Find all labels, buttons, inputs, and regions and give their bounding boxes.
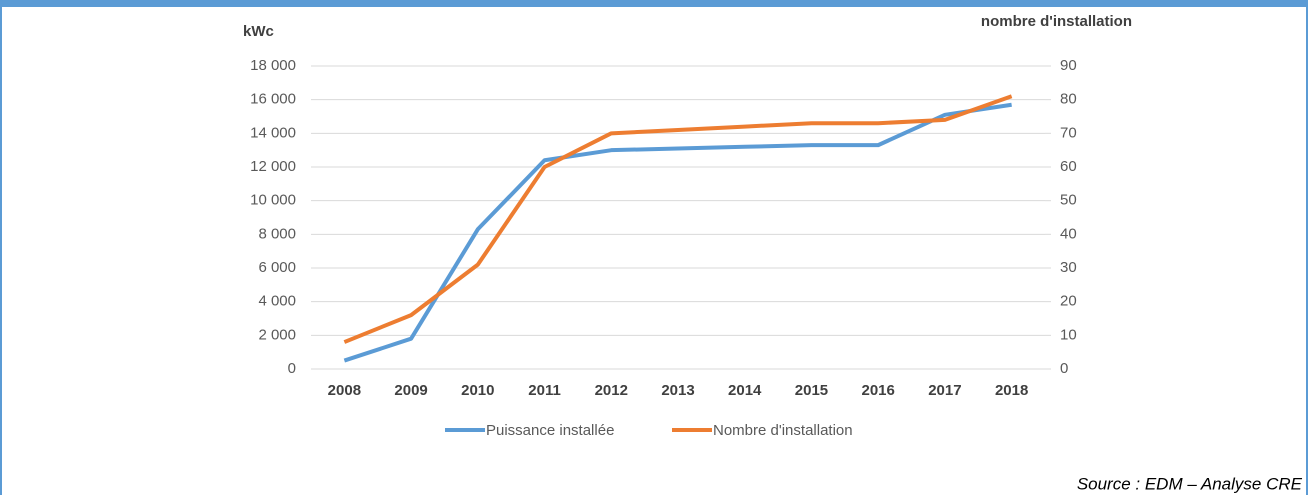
y-tick-label: 12 000 xyxy=(250,158,296,175)
x-tick-label: 2014 xyxy=(728,382,762,399)
y2-tick-label: 40 xyxy=(1060,225,1077,242)
x-tick-label: 2016 xyxy=(861,382,894,399)
x-tick-label: 2012 xyxy=(595,382,628,399)
y2-tick-label: 30 xyxy=(1060,259,1077,276)
x-tick-label: 2015 xyxy=(795,382,828,399)
x-tick-label: 2013 xyxy=(661,382,694,399)
legend-label: Nombre d'installation xyxy=(713,422,853,439)
x-tick-label: 2018 xyxy=(995,382,1028,399)
y-tick-label: 2 000 xyxy=(258,326,296,343)
y2-tick-label: 60 xyxy=(1060,158,1077,175)
x-tick-label: 2008 xyxy=(328,382,361,399)
y2-tick-label: 10 xyxy=(1060,326,1077,343)
source: Source : EDM – Analyse CRE xyxy=(1077,474,1303,493)
y-tick-label: 14 000 xyxy=(250,124,296,141)
y2-tick-label: 20 xyxy=(1060,293,1077,310)
y2-axis-title: nombre d'installation xyxy=(981,13,1132,30)
x-tick-label: 2017 xyxy=(928,382,961,399)
y2-tick-label: 0 xyxy=(1060,360,1068,377)
y-tick-label: 0 xyxy=(288,360,296,377)
series-line xyxy=(343,102,1012,363)
y-tick-label: 4 000 xyxy=(258,293,296,310)
header-bar xyxy=(0,0,1308,7)
y-axis-title: kWc xyxy=(243,23,274,40)
y-tick-label: 6 000 xyxy=(258,259,296,276)
y2-tick-label: 70 xyxy=(1060,124,1077,141)
series-line xyxy=(343,94,1013,344)
y2-tick-label: 90 xyxy=(1060,57,1077,74)
x-tick-label: 2011 xyxy=(528,382,561,399)
y2-tick-label: 80 xyxy=(1060,91,1077,108)
y-tick-label: 18 000 xyxy=(250,57,296,74)
y-tick-label: 16 000 xyxy=(250,91,296,108)
y-tick-label: 8 000 xyxy=(258,225,296,242)
y2-tick-label: 50 xyxy=(1060,192,1077,209)
legend-label: Puissance installée xyxy=(486,422,614,439)
x-tick-label: 2010 xyxy=(461,382,494,399)
x-tick-label: 2009 xyxy=(394,382,427,399)
y-tick-label: 10 000 xyxy=(250,192,296,209)
